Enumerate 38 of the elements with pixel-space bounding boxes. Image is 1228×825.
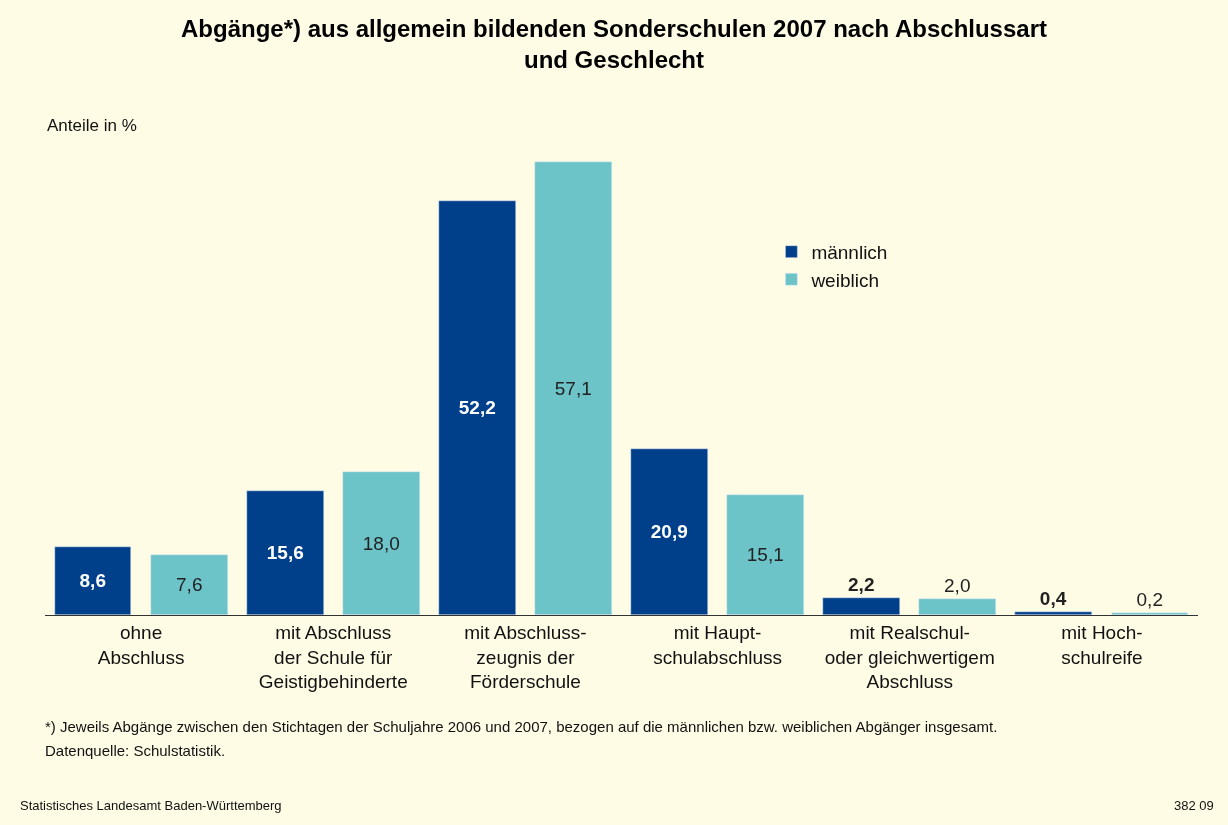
text: 382 09	[1174, 798, 1214, 813]
x-tick-label: mit Abschluss- zeugnis der Förderschule	[464, 621, 587, 693]
x-tick-label: ohne Abschluss	[97, 621, 185, 668]
data-label: 15,1	[746, 544, 784, 566]
x-tick-label: mit Abschluss der Schule für Geistigbehinderte	[258, 621, 408, 693]
data-label: 18,0	[362, 532, 400, 554]
bar	[54, 546, 131, 615]
data-label: 2,2	[848, 573, 875, 595]
text: Datenquelle: Schulstatistik.	[45, 742, 226, 759]
bar	[630, 448, 708, 615]
chart-title: Abgänge*) aus allgemein bildenden Sonderschulen 2007 nach Abschlussart und Geschlecht	[180, 15, 1048, 74]
data-label: 0,4	[1039, 587, 1067, 609]
bar	[822, 597, 900, 615]
data-label: 8,6	[79, 570, 106, 592]
data-label: 57,1	[554, 377, 592, 399]
text: *) Jeweils Abgänge zwischen den Stichtagen der Schuljahre 2006 und 2007, bezogen auf die männlichen bzw. weiblichen Abgänger insgesamt.	[45, 718, 998, 735]
bar	[1111, 612, 1188, 615]
x-tick-label: mit Haupt- schulabschluss	[653, 621, 782, 668]
data-label: 2,0	[944, 574, 971, 596]
bar	[438, 200, 516, 615]
y-axis-title: Anteile in %	[47, 116, 137, 135]
data-label: 0,2	[1136, 588, 1163, 610]
data-label: 7,6	[176, 574, 203, 596]
data-label: 15,6	[266, 542, 304, 564]
bar	[918, 598, 996, 615]
bar	[534, 161, 612, 615]
data-label: 20,9	[650, 521, 688, 543]
bar	[246, 490, 324, 615]
x-tick-label: mit Hoch- schulreife	[1061, 621, 1143, 668]
data-label: 52,2	[458, 397, 496, 419]
text: Statistisches Landesamt Baden-Württemberg	[20, 798, 282, 813]
bar	[1014, 611, 1092, 615]
legend-label: männlich	[811, 242, 888, 264]
legend-label: weiblich	[810, 269, 879, 291]
bar	[150, 554, 228, 615]
bar	[342, 471, 420, 615]
x-tick-label: mit Realschul- oder gleichwertigem Abschluss	[824, 621, 995, 693]
bar	[726, 494, 804, 615]
